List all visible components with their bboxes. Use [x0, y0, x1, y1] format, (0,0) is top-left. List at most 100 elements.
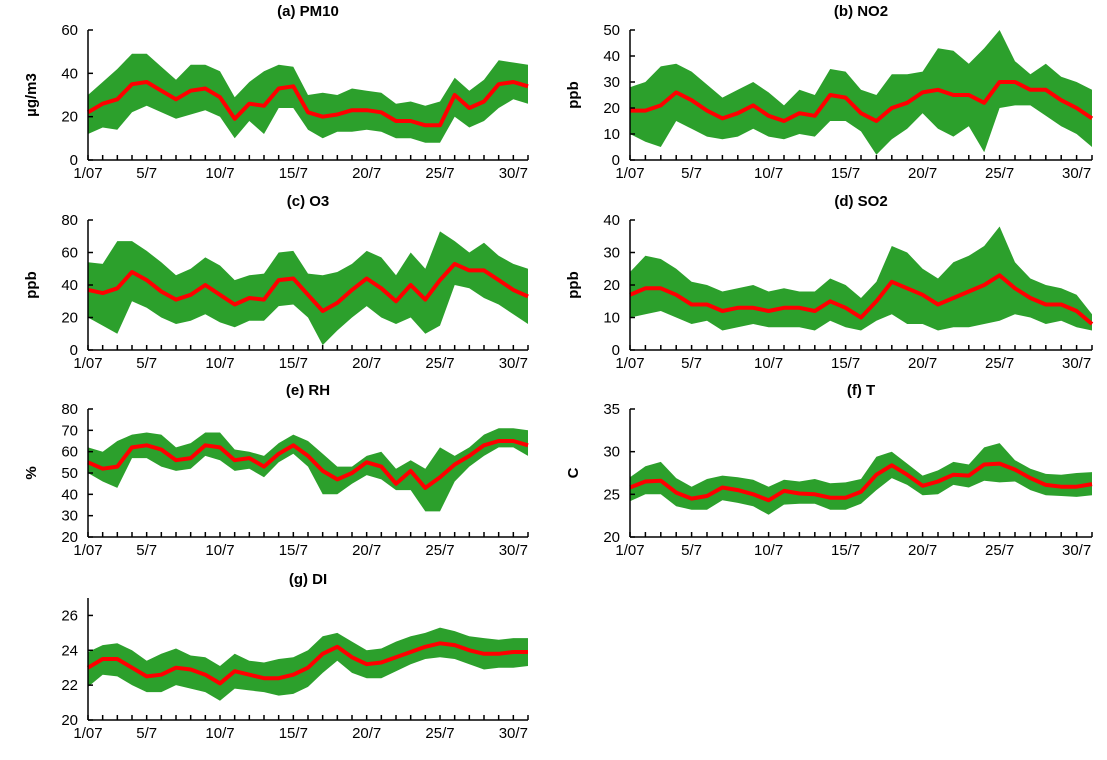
- x-tick-label: 15/7: [279, 355, 308, 372]
- y-tick-label: 22: [61, 677, 78, 694]
- x-tick-label: 10/7: [754, 165, 783, 182]
- mean-line: [86, 80, 529, 128]
- y-tick-label: 60: [61, 245, 78, 262]
- y-tick-label: 30: [603, 245, 620, 262]
- y-tick-label: 0: [612, 152, 620, 169]
- y-tick-label: 60: [61, 444, 78, 461]
- y-tick-label: 10: [603, 310, 620, 327]
- x-tick-label: 25/7: [985, 542, 1014, 559]
- y-tick-label: 40: [61, 277, 78, 294]
- x-tick-label: 10/7: [205, 165, 234, 182]
- x-tick-label: 20/7: [352, 725, 381, 742]
- y-tick-label: 20: [61, 529, 78, 546]
- y-axis-label: %: [23, 466, 40, 479]
- x-tick-label: 30/7: [499, 355, 528, 372]
- x-tick-label: 30/7: [1062, 355, 1091, 372]
- range-band: [88, 428, 528, 512]
- y-tick-label: 20: [603, 529, 620, 546]
- panel-title: (e) RH: [286, 382, 330, 399]
- x-tick-label: 1/07: [73, 165, 102, 182]
- y-tick-label: 20: [61, 109, 78, 126]
- panel-title: (b) NO2: [834, 3, 888, 20]
- y-tick-label: 0: [612, 342, 620, 359]
- x-tick-label: 15/7: [279, 542, 308, 559]
- x-tick-label: 15/7: [831, 355, 860, 372]
- mean-line: [86, 641, 528, 686]
- x-tick-label: 1/07: [73, 725, 102, 742]
- y-tick-label: 20: [603, 277, 620, 294]
- y-tick-label: 30: [603, 444, 620, 461]
- y-axis-label: ppb: [23, 271, 40, 299]
- x-tick-label: 1/07: [73, 542, 102, 559]
- x-tick-label: 5/7: [136, 542, 157, 559]
- y-tick-label: 20: [603, 100, 620, 117]
- y-tick-label: 20: [61, 310, 78, 327]
- y-axis-label: ppb: [565, 271, 582, 299]
- x-tick-label: 25/7: [425, 542, 454, 559]
- mean-line: [629, 461, 1093, 503]
- x-tick-label: 25/7: [425, 355, 454, 372]
- y-tick-label: 35: [603, 401, 620, 418]
- y-axis-label: ppb: [565, 81, 582, 109]
- x-tick-label: 1/07: [615, 165, 644, 182]
- x-tick-label: 20/7: [908, 542, 937, 559]
- y-tick-label: 50: [603, 22, 620, 39]
- x-tick-label: 1/07: [73, 355, 102, 372]
- panel-title: (d) SO2: [834, 193, 887, 210]
- x-tick-label: 20/7: [352, 355, 381, 372]
- x-tick-label: 20/7: [908, 165, 937, 182]
- y-tick-label: 80: [61, 212, 78, 229]
- y-tick-label: 40: [61, 486, 78, 503]
- mean-line: [629, 273, 1094, 326]
- x-tick-label: 15/7: [279, 165, 308, 182]
- range-band: [630, 443, 1092, 515]
- y-tick-label: 40: [603, 212, 620, 229]
- x-tick-label: 25/7: [985, 165, 1014, 182]
- range-band: [630, 30, 1092, 155]
- x-tick-label: 20/7: [352, 165, 381, 182]
- x-tick-label: 15/7: [279, 725, 308, 742]
- y-axis-label: µg/m3: [23, 73, 40, 117]
- x-tick-label: 5/7: [136, 355, 157, 372]
- x-tick-label: 10/7: [754, 542, 783, 559]
- chart-panel-4: 0 10 20 30 40 1/07 5/7 10/7 15/7 20/7 25/7 30/7 (d) …: [565, 193, 1094, 372]
- x-tick-label: 30/7: [1062, 165, 1091, 182]
- x-tick-label: 25/7: [425, 725, 454, 742]
- chart-panel-6: 20 25 30 35 1/07 5/7 10/7 15/7 20/7 25/7 30/7 (f) T…: [565, 382, 1093, 559]
- x-tick-label: 20/7: [908, 355, 937, 372]
- y-tick-label: 0: [70, 342, 78, 359]
- x-tick-label: 30/7: [499, 542, 528, 559]
- y-tick-label: 40: [603, 48, 620, 65]
- chart-panel-3: 0 20 40 60 80 1/07 5/7 10/7 15/7 20/7 25/7 30/7 (c) …: [23, 193, 529, 372]
- x-tick-label: 30/7: [1062, 542, 1091, 559]
- x-tick-label: 15/7: [831, 542, 860, 559]
- panel-title: (g) DI: [289, 571, 327, 588]
- y-tick-label: 50: [61, 465, 78, 482]
- panel-title: (a) PM10: [277, 3, 339, 20]
- y-tick-label: 20: [61, 712, 78, 729]
- x-tick-label: 5/7: [681, 355, 702, 372]
- chart-panel-1: 0 20 40 60 1/07 5/7 10/7 15/7 20/7 25/7 30/7 (a) PM…: [23, 3, 529, 182]
- y-tick-label: 26: [61, 607, 78, 624]
- panel-title: (f) T: [847, 382, 875, 399]
- y-tick-label: 30: [603, 74, 620, 91]
- y-tick-label: 70: [61, 422, 78, 439]
- mean-line: [630, 80, 1094, 123]
- chart-panel-7: 20 22 24 26 1/07 5/7 10/7 15/7 20/7 25/7 30/7 (g) D…: [61, 571, 529, 742]
- x-tick-label: 25/7: [425, 165, 454, 182]
- y-tick-label: 80: [61, 401, 78, 418]
- y-tick-label: 40: [61, 65, 78, 82]
- x-tick-label: 10/7: [754, 355, 783, 372]
- range-band: [88, 231, 528, 346]
- y-tick-label: 10: [603, 126, 620, 143]
- y-tick-label: 60: [61, 22, 78, 39]
- x-tick-label: 25/7: [985, 355, 1014, 372]
- mean-line: [87, 261, 529, 313]
- x-tick-label: 1/07: [615, 355, 644, 372]
- x-tick-label: 10/7: [205, 542, 234, 559]
- y-tick-label: 25: [603, 486, 620, 503]
- x-tick-label: 30/7: [499, 725, 528, 742]
- chart-panel-5: 20 30 40 50 60 70 80 1/07 5/7 10/7 15/7 20/7 25/7 30/…: [23, 382, 529, 559]
- x-tick-label: 10/7: [205, 725, 234, 742]
